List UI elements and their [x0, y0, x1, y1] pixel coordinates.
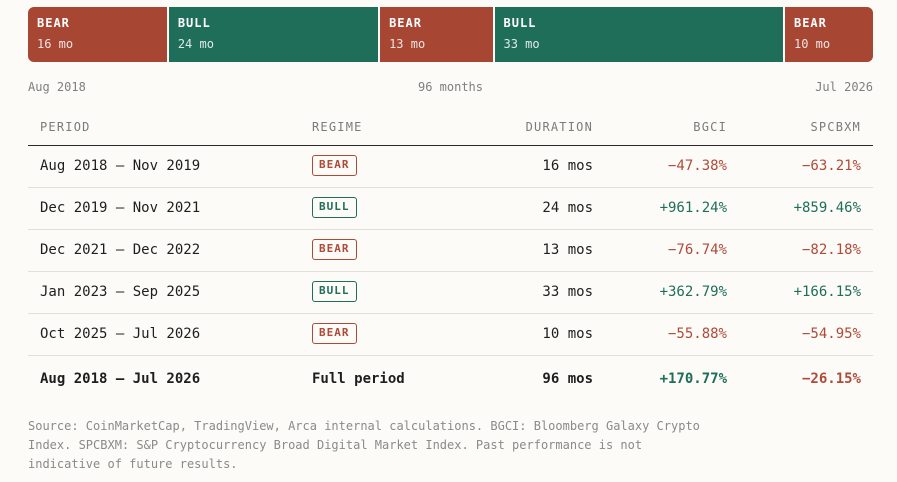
header-spcbxm: SPCBXM — [810, 120, 861, 134]
timeline-segment-bull: BULL 24 mo — [168, 7, 381, 62]
period-cell: Aug 2018 – Nov 2019 — [40, 158, 201, 174]
duration-cell: 16 mos — [542, 158, 593, 174]
duration-cell: 13 mos — [542, 242, 593, 258]
total-period-cell: Aug 2018 – Jul 2026 — [40, 371, 201, 387]
regime-badge-bull: BULL — [312, 196, 357, 218]
timeline-segment-regime: BEAR — [37, 16, 70, 30]
period-cell: Jan 2023 – Sep 2025 — [40, 284, 201, 300]
timeline-segment-duration: 24 mo — [177, 37, 214, 51]
header-period: PERIOD — [40, 120, 91, 134]
bgci-return-cell: −55.88% — [667, 326, 727, 342]
regime-cell: BEAR — [312, 146, 357, 187]
regime-timeline-bar: BEAR 16 mo BULL 24 mo BEAR 13 mo BULL 33… — [28, 7, 873, 62]
regime-cell: BEAR — [312, 314, 357, 355]
timeline-segment-bear: BEAR 16 mo — [28, 7, 169, 62]
period-cell: Dec 2021 – Dec 2022 — [40, 242, 201, 258]
total-bgci-return-cell: +170.77% — [659, 371, 727, 387]
duration-cell: 33 mos — [542, 284, 593, 300]
bgci-return-cell: −76.74% — [667, 242, 727, 258]
duration-cell: 24 mos — [542, 200, 593, 216]
bgci-return-cell: +961.24% — [659, 200, 727, 216]
timeline-segment-duration: 33 mo — [503, 37, 540, 51]
timeline-segment-duration: 10 mo — [793, 37, 831, 51]
regime-cell: BEAR — [312, 230, 357, 271]
regime-cell: BULL — [312, 188, 357, 229]
spcbxm-return-cell: −82.18% — [801, 242, 861, 258]
spcbxm-return-cell: +166.15% — [793, 284, 861, 300]
table-row: Dec 2019 – Nov 2021 BULL 24 mos +961.24%… — [28, 188, 873, 230]
period-cell: Oct 2025 – Jul 2026 — [40, 326, 201, 342]
duration-cell: 10 mos — [542, 326, 593, 342]
bgci-return-cell: −47.38% — [667, 158, 727, 174]
timeline-segment-bear: BEAR 10 mo — [784, 7, 873, 62]
source-footnote: Source: CoinMarketCap, TradingView, Arca… — [28, 419, 700, 471]
timeline-segment-regime: BEAR — [793, 16, 827, 30]
header-duration: DURATION — [525, 120, 593, 134]
regime-badge-bear: BEAR — [312, 238, 357, 260]
period-cell: Dec 2019 – Nov 2021 — [40, 200, 201, 216]
total-duration-cell: 96 mos — [542, 371, 593, 387]
timeline-segment-bull: BULL 33 mo — [494, 7, 785, 62]
table-row: Aug 2018 – Nov 2019 BEAR 16 mos −47.38% … — [28, 146, 873, 188]
timeline-segment-regime: BULL — [503, 16, 537, 30]
total-regime-cell: Full period — [312, 371, 405, 387]
header-regime: REGIME — [312, 120, 363, 134]
regime-badge-bull: BULL — [312, 280, 357, 302]
bgci-return-cell: +362.79% — [659, 284, 727, 300]
table-header-row: PERIOD REGIME DURATION BGCI SPCBXM — [28, 112, 873, 146]
table-row: Jan 2023 – Sep 2025 BULL 33 mos +362.79%… — [28, 272, 873, 314]
regime-badge-bear: BEAR — [312, 154, 357, 176]
regime-cell: BULL — [312, 272, 357, 313]
timeline-segment-duration: 13 mo — [389, 37, 426, 51]
header-bgci: BGCI — [693, 120, 727, 134]
table-row: Dec 2021 – Dec 2022 BEAR 13 mos −76.74% … — [28, 230, 873, 272]
timeline-end-label: Jul 2026 — [815, 80, 873, 94]
table-total-row: Aug 2018 – Jul 2026 Full period 96 mos +… — [28, 356, 873, 403]
timeline-segment-regime: BEAR — [389, 16, 422, 30]
regime-table: PERIOD REGIME DURATION BGCI SPCBXM Aug 2… — [28, 112, 873, 403]
spcbxm-return-cell: −54.95% — [801, 326, 861, 342]
spcbxm-return-cell: +859.46% — [793, 200, 861, 216]
regime-badge-bear: BEAR — [312, 322, 357, 344]
timeline-start-label: Aug 2018 — [28, 80, 86, 94]
timeline-segment-bear: BEAR 13 mo — [380, 7, 495, 62]
timeline-segment-regime: BULL — [177, 16, 211, 30]
timeline-total-label: 96 months — [417, 80, 484, 94]
timeline-segment-duration: 16 mo — [37, 37, 74, 51]
total-spcbxm-return-cell: −26.15% — [801, 371, 861, 387]
spcbxm-return-cell: −63.21% — [801, 158, 861, 174]
table-row: Oct 2025 – Jul 2026 BEAR 10 mos −55.88% … — [28, 314, 873, 356]
